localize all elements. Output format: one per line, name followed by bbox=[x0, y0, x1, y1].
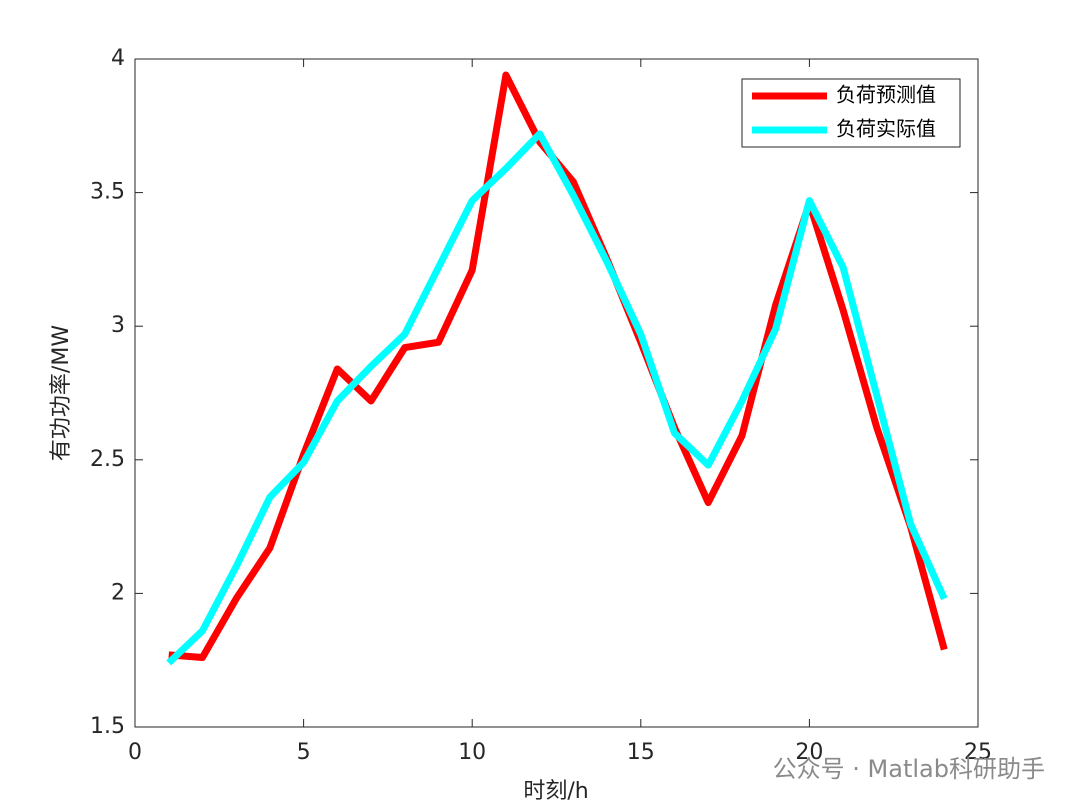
y-tick-label: 1.5 bbox=[90, 714, 125, 739]
watermark: 公众号 · Matlab科研助手 bbox=[773, 755, 1045, 783]
y-tick-label: 2 bbox=[111, 580, 125, 605]
legend-label: 负荷预测值 bbox=[836, 83, 936, 107]
y-tick-label: 4 bbox=[111, 46, 125, 71]
y-tick-label: 3 bbox=[111, 313, 125, 338]
x-tick-label: 0 bbox=[128, 740, 142, 765]
y-axis-label: 有功功率/MW bbox=[49, 325, 74, 461]
series-line bbox=[166, 130, 948, 666]
legend-label: 负荷实际值 bbox=[836, 117, 936, 141]
x-axis-label: 时刻/h bbox=[523, 779, 588, 804]
x-tick-label: 15 bbox=[627, 740, 655, 765]
y-tick-label: 3.5 bbox=[90, 180, 125, 205]
x-tick-label: 20 bbox=[795, 740, 823, 765]
legend-box bbox=[741, 78, 961, 148]
x-tick-label: 25 bbox=[964, 740, 992, 765]
plot-frame bbox=[134, 58, 979, 728]
x-tick-label: 10 bbox=[458, 740, 486, 765]
x-tick-label: 5 bbox=[297, 740, 311, 765]
y-tick-label: 2.5 bbox=[90, 447, 125, 472]
